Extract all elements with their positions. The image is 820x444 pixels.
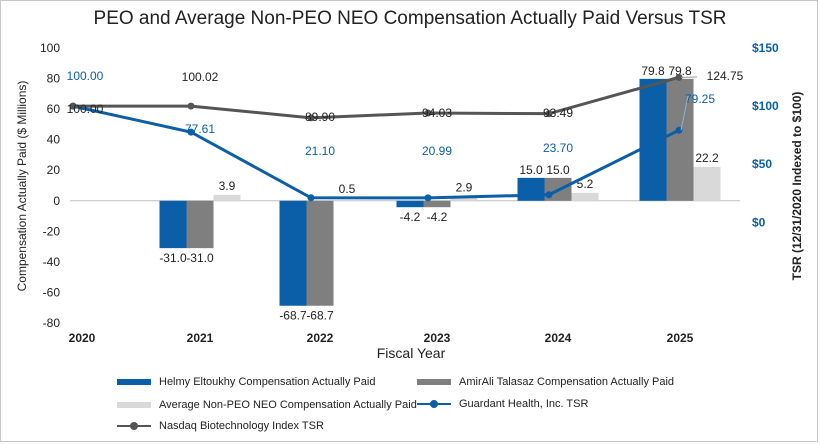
y-left-tick-label: -60 [43,285,61,299]
nasdaq-tsr-point [675,73,683,81]
bar-amirali [306,200,334,306]
bar-label-avg-neo: 0.5 [339,182,356,196]
bar-avg-neo [571,192,599,201]
bar-label-amirali: -68.7 [306,309,334,323]
x-tick-label: 2023 [424,331,451,345]
x-tick-label: 2024 [545,331,572,345]
x-tick-label: 2025 [667,331,694,345]
chart-title: PEO and Average Non-PEO NEO Compensation… [93,8,727,29]
bar-label-amirali: -31.0 [186,251,214,265]
guardant-tsr-label: 20.99 [422,144,452,158]
bar-helmy [279,200,307,306]
bar-label-helmy: -31.0 [159,251,187,265]
bar-label-helmy: 79.8 [641,64,665,78]
bar-amirali [666,78,694,201]
guardant-tsr-label: 79.25 [685,92,715,106]
bar-avg-neo [450,196,478,201]
guardant-tsr-label: 23.70 [543,141,573,155]
y-left-tick-label: -20 [43,224,61,238]
guardant-tsr-point [424,194,432,202]
y-left-tick-label: 20 [47,163,61,177]
y-right-tick-label: $0 [752,215,766,229]
guardant-tsr-label: 21.10 [305,144,335,158]
nasdaq-tsr-point [307,114,315,122]
nasdaq-tsr-label: 89.90 [305,110,335,124]
guardant-tsr-point [187,128,195,136]
nasdaq-tsr-label: 100.00 [67,102,104,116]
bar-label-amirali: -4.2 [427,210,448,224]
nasdaq-tsr-point [187,102,195,110]
guardant-tsr-point [675,126,683,134]
y-left-tick-label: 60 [47,102,61,116]
bar-helmy [396,200,424,208]
nasdaq-tsr-label: 124.75 [707,69,744,83]
bar-label-helmy: -4.2 [400,210,421,224]
guardant-tsr-point [545,191,553,199]
bar-label-helmy: 15.0 [519,163,543,177]
nasdaq-tsr-point [424,109,432,117]
y-left-tick-label: 100 [40,41,60,55]
bar-label-amirali: 15.0 [546,163,570,177]
guardant-tsr-line [72,104,680,200]
bar-label-avg-neo: 3.9 [219,179,236,193]
bar-label-avg-neo: 22.2 [695,151,719,165]
x-tick-label: 2021 [187,331,214,345]
guardant-tsr-point [307,194,315,202]
bar-avg-neo [333,200,361,201]
guardant-tsr-label: 100.00 [67,69,104,83]
bar-label-helmy: -68.7 [279,309,307,323]
bar-label-avg-neo: 2.9 [456,180,473,194]
bar-label-amirali: 79.8 [668,64,692,78]
y-left-tick-label: 0 [53,194,60,208]
bar-amirali [186,200,214,249]
x-tick-label: 2020 [69,331,96,345]
y-left-tick-label: -40 [43,255,61,269]
y-left-tick-label: -80 [43,316,61,330]
nasdaq-tsr-point [545,110,553,118]
y-left-axis-title: Compensation Actually Paid ($ Millions) [15,81,29,292]
bar-avg-neo [693,166,721,201]
bar-helmy [159,200,187,249]
y-right-tick-label: $150 [752,41,779,55]
y-left-tick-label: 80 [47,72,61,86]
nasdaq-tsr-point [69,102,77,110]
nasdaq-tsr-line [72,75,680,120]
bar-amirali [423,200,451,208]
nasdaq-tsr-label: 93.49 [543,106,573,120]
guardant-tsr-label: 77.61 [185,122,215,136]
y-right-tick-label: $100 [752,99,779,113]
y-right-axis-title: TSR (12/31/2020 Indexed to $100) [790,92,804,281]
nasdaq-tsr-label: 100.02 [182,70,219,84]
bar-avg-neo [213,194,241,201]
guardant-tsr-leader [680,95,689,131]
bar-helmy [517,177,545,201]
y-right-tick-label: $50 [752,157,772,171]
x-axis-title: Fiscal Year [377,345,446,361]
y-left-tick-label: 40 [47,133,61,147]
nasdaq-tsr-label: 94.03 [422,106,452,120]
x-tick-label: 2022 [307,331,334,345]
